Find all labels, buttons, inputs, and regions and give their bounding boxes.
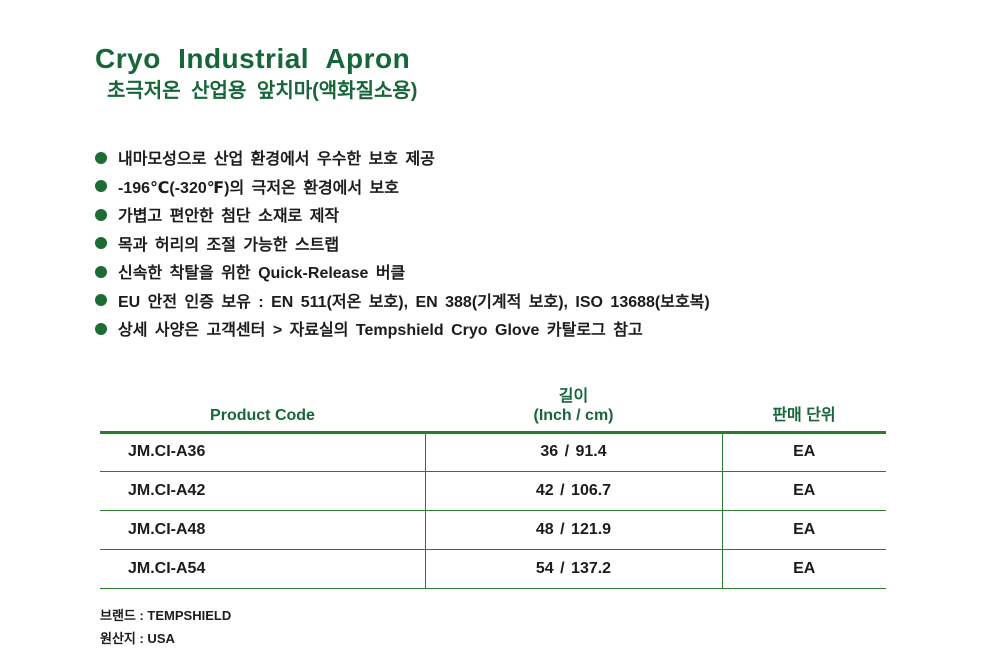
product-code-cell: JM.CI-A54 bbox=[100, 549, 426, 589]
feature-text: EU 안전 인증 보유 : EN 511(저온 보호), EN 388(기계적 … bbox=[118, 293, 710, 311]
length-cell: 42 / 106.7 bbox=[425, 471, 723, 511]
page-title: Cryo Industrial Apron bbox=[95, 43, 411, 74]
length-cell: 36 / 91.4 bbox=[425, 432, 723, 472]
feature-item: 신속한 착탈을 위한 Quick-Release 버클 bbox=[95, 257, 992, 286]
product-code-cell: JM.CI-A48 bbox=[100, 510, 426, 550]
bullet-icon bbox=[95, 294, 107, 307]
feature-text: 내마모성으로 산업 환경에서 우수한 보호 제공 bbox=[118, 151, 435, 169]
feature-item: 가볍고 편안한 첨단 소재로 제작 bbox=[95, 200, 992, 229]
feature-list: 내마모성으로 산업 환경에서 우수한 보호 제공 -196℃(-320℉)의 극… bbox=[95, 143, 992, 343]
sales-unit-cell: EA bbox=[722, 432, 886, 472]
table-row: JM.CI-A54 54 / 137.2 EA bbox=[100, 549, 886, 589]
length-cell: 54 / 137.2 bbox=[425, 549, 723, 589]
sales-unit-cell: EA bbox=[722, 510, 886, 550]
origin-line: 원산지 : USA bbox=[100, 630, 175, 646]
feature-item: 목과 허리의 조절 가능한 스트랩 bbox=[95, 229, 992, 258]
bullet-icon bbox=[95, 237, 107, 250]
size-table: Product Code 길이 (Inch / cm) 판매 단위 JM.CI-… bbox=[100, 386, 886, 589]
table-row: JM.CI-A36 36 / 91.4 EA bbox=[100, 432, 886, 472]
feature-item: -196℃(-320℉)의 극저온 환경에서 보호 bbox=[95, 172, 992, 201]
feature-item: 상세 사양은 고객센터 > 자료실의 Tempshield Cryo Glove… bbox=[95, 314, 992, 343]
product-code-cell: JM.CI-A42 bbox=[100, 471, 426, 511]
feature-item: EU 안전 인증 보유 : EN 511(저온 보호), EN 388(기계적 … bbox=[95, 286, 992, 315]
product-meta: 브랜드 : TEMPSHIELD 원산지 : USA bbox=[100, 604, 992, 650]
column-header-sales-unit: 판매 단위 bbox=[722, 386, 886, 434]
column-header-product-code: Product Code bbox=[100, 386, 425, 434]
bullet-icon bbox=[95, 265, 107, 278]
column-header-length-line1: 길이 bbox=[558, 387, 589, 405]
sales-unit-cell: EA bbox=[722, 471, 886, 511]
column-header-length: 길이 (Inch / cm) bbox=[425, 386, 722, 434]
table-row: JM.CI-A42 42 / 106.7 EA bbox=[100, 471, 886, 511]
feature-text: 상세 사양은 고객센터 > 자료실의 Tempshield Cryo Glove… bbox=[118, 322, 643, 340]
bullet-icon bbox=[95, 151, 107, 164]
feature-text: 신속한 착탈을 위한 Quick-Release 버클 bbox=[118, 265, 406, 283]
column-header-length-line2: (Inch / cm) bbox=[533, 406, 614, 424]
bullet-icon bbox=[95, 208, 107, 221]
table-row: JM.CI-A48 48 / 121.9 EA bbox=[100, 510, 886, 550]
page-subtitle: 초극저온 산업용 앞치마(액화질소용) bbox=[107, 80, 418, 102]
bullet-icon bbox=[95, 180, 107, 193]
bullet-icon bbox=[95, 322, 107, 335]
product-code-cell: JM.CI-A36 bbox=[100, 432, 426, 472]
feature-item: 내마모성으로 산업 환경에서 우수한 보호 제공 bbox=[95, 143, 992, 172]
brand-line: 브랜드 : TEMPSHIELD bbox=[100, 607, 232, 623]
feature-text: 목과 허리의 조절 가능한 스트랩 bbox=[118, 236, 340, 254]
feature-text: 가볍고 편안한 첨단 소재로 제작 bbox=[118, 208, 340, 226]
length-cell: 48 / 121.9 bbox=[425, 510, 723, 550]
size-table-header-row: Product Code 길이 (Inch / cm) 판매 단위 bbox=[100, 386, 886, 434]
sales-unit-cell: EA bbox=[722, 549, 886, 589]
feature-text: -196℃(-320℉)의 극저온 환경에서 보호 bbox=[118, 179, 399, 197]
